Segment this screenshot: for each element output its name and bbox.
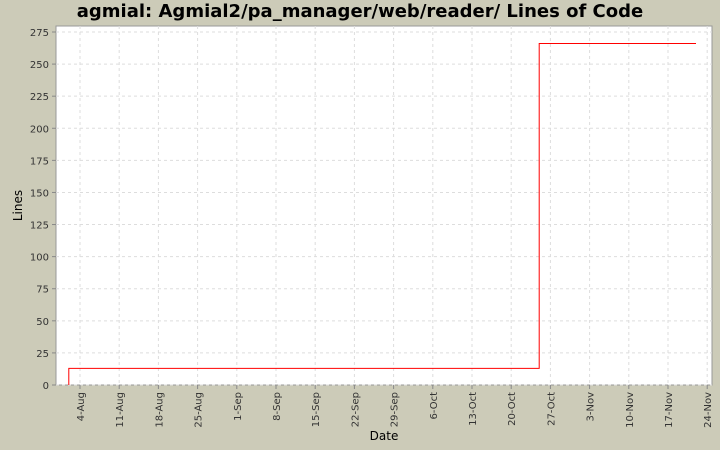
- series-line: [68, 43, 696, 385]
- x-tick-label: 3-Nov: [586, 392, 597, 422]
- x-axis-label: Date: [370, 429, 399, 443]
- x-tick-label: 1-Sep: [233, 392, 244, 421]
- x-tick-label: 18-Aug: [154, 392, 165, 428]
- chart-title: agmial: Agmial2/pa_manager/web/reader/ L…: [76, 1, 644, 22]
- plot-area: [55, 25, 713, 386]
- x-tick-label: 25-Aug: [194, 392, 205, 428]
- y-tick-label: 250: [30, 60, 49, 71]
- x-tick-label: 20-Oct: [507, 392, 518, 426]
- y-tick-label: 100: [30, 253, 49, 264]
- x-tick-label: 17-Nov: [664, 392, 675, 428]
- y-tick-label: 225: [30, 92, 49, 103]
- x-tick-label: 13-Oct: [468, 392, 479, 426]
- x-tick-label: 11-Aug: [115, 392, 126, 428]
- x-tick-label: 24-Nov: [703, 392, 714, 428]
- y-tick-label: 0: [43, 381, 49, 392]
- y-tick-label: 275: [30, 28, 49, 39]
- y-tick-label: 125: [30, 221, 49, 232]
- y-tick-label: 75: [36, 285, 49, 296]
- x-tick-label: 27-Oct: [546, 392, 557, 426]
- x-tick-label: 4-Aug: [76, 392, 87, 421]
- x-tick-label: 29-Sep: [390, 392, 401, 427]
- x-tick-label: 8-Sep: [272, 392, 283, 421]
- x-tick-label: 22-Sep: [350, 392, 361, 427]
- y-tick-label: 150: [30, 188, 49, 199]
- x-tick-label: 15-Sep: [311, 392, 322, 427]
- x-tick-label: 10-Nov: [625, 392, 636, 428]
- y-tick-label: 200: [30, 124, 49, 135]
- y-axis-label: Lines: [11, 190, 25, 221]
- x-tick-label: 6-Oct: [429, 392, 440, 420]
- y-tick-label: 175: [30, 156, 49, 167]
- y-tick-label: 25: [36, 349, 49, 360]
- y-tick-label: 50: [36, 317, 49, 328]
